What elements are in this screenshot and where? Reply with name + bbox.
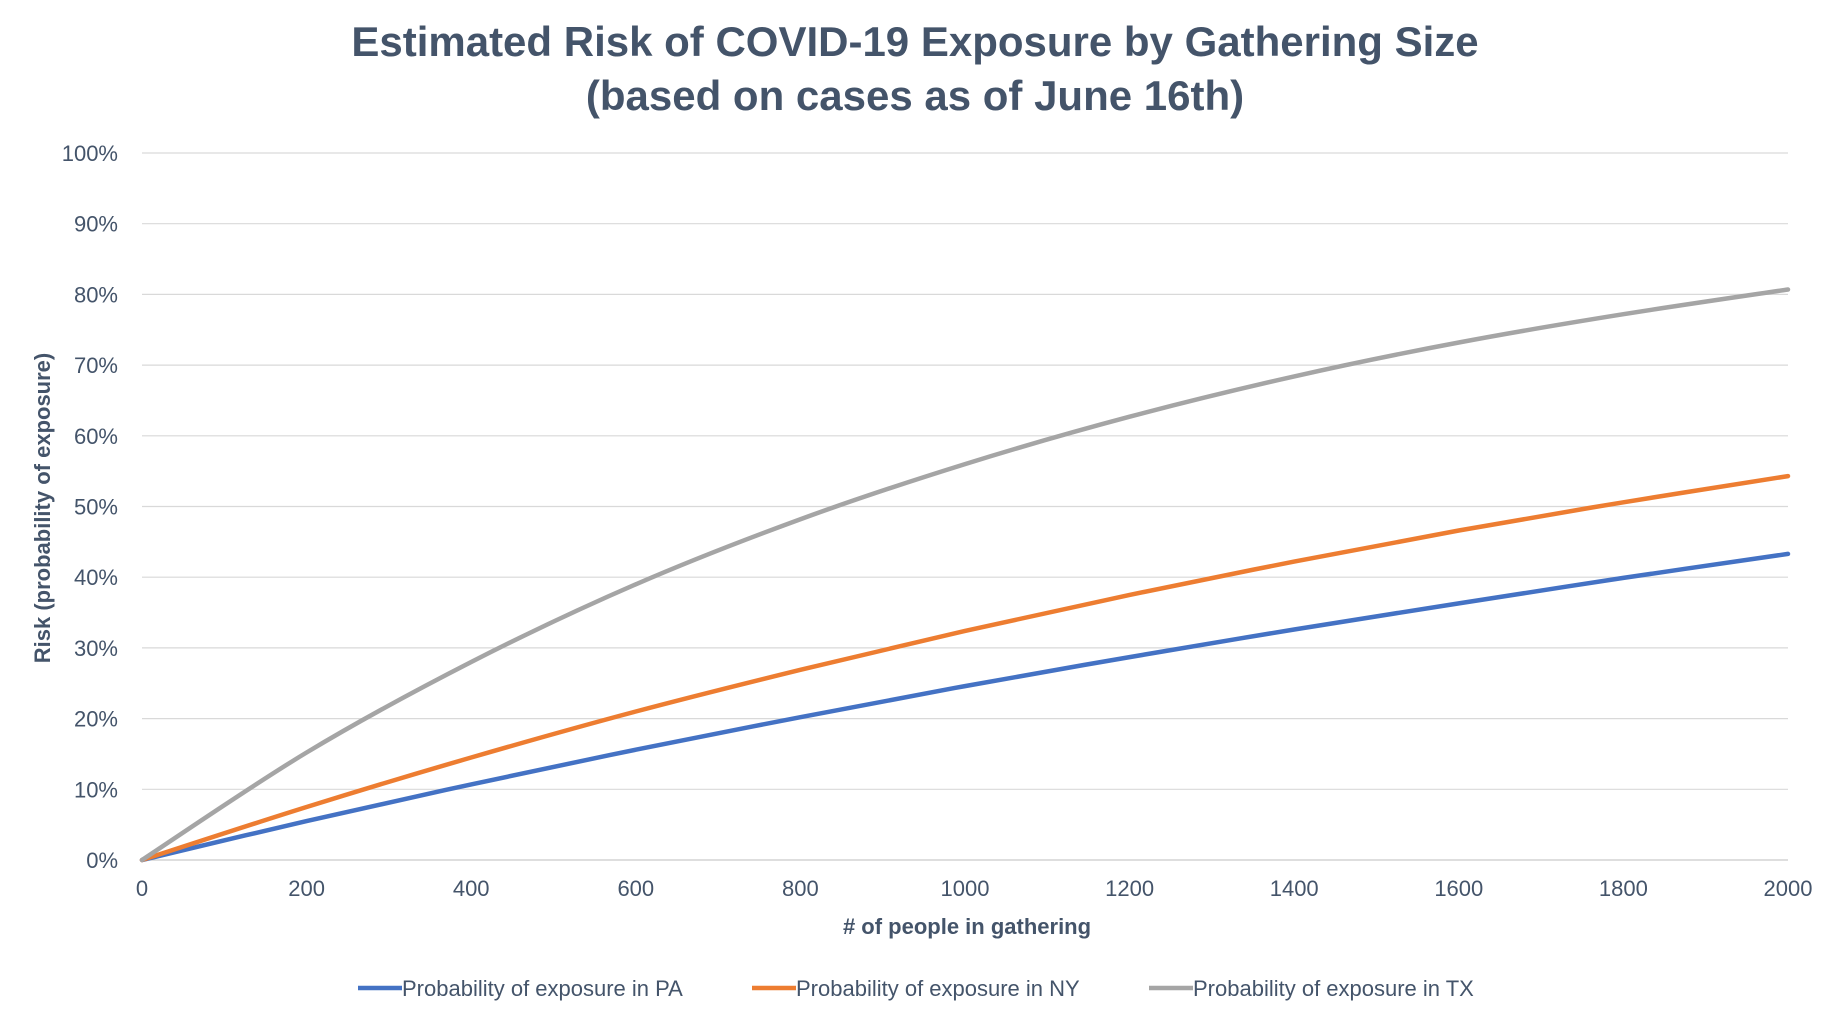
y-axis-ticks: 0% 10% 20% 30% 40% 50% 60% 70% 80% 90% 100%: [62, 141, 118, 873]
x-axis-title: # of people in gathering: [843, 914, 1091, 939]
x-tick-label: 1800: [1599, 876, 1648, 901]
y-tick-label: 100%: [62, 141, 118, 166]
y-axis-title: Risk (probability of exposure): [30, 353, 55, 664]
chart-title: Estimated Risk of COVID-19 Exposure by G…: [351, 18, 1479, 65]
y-tick-label: 0%: [86, 848, 118, 873]
series-line: [139, 551, 1791, 863]
y-tick-label: 20%: [74, 707, 118, 732]
x-tick-label: 1400: [1270, 876, 1319, 901]
x-tick-label: 0: [136, 876, 148, 901]
series-lines: [139, 287, 1791, 863]
x-tick-label: 1600: [1434, 876, 1483, 901]
x-tick-label: 2000: [1764, 876, 1813, 901]
y-tick-label: 90%: [74, 212, 118, 237]
y-tick-label: 70%: [74, 353, 118, 378]
x-tick-label: 400: [453, 876, 490, 901]
y-tick-label: 50%: [74, 495, 118, 520]
x-tick-label: 1200: [1105, 876, 1154, 901]
legend-label: Probability of exposure in NY: [796, 976, 1080, 1001]
y-tick-label: 10%: [74, 777, 118, 802]
x-tick-label: 1000: [941, 876, 990, 901]
legend-label: Probability of exposure in PA: [402, 976, 683, 1001]
chart-subtitle: (based on cases as of June 16th): [585, 72, 1245, 119]
y-tick-label: 60%: [74, 424, 118, 449]
y-tick-label: 30%: [74, 636, 118, 661]
legend-label: Probability of exposure in TX: [1193, 976, 1474, 1001]
y-tick-label: 80%: [74, 282, 118, 307]
y-tick-label: 40%: [74, 565, 118, 590]
x-tick-label: 600: [617, 876, 654, 901]
x-tick-label: 200: [288, 876, 325, 901]
legend: Probability of exposure in PA Probability…: [358, 976, 1474, 1001]
series-line: [139, 473, 1791, 863]
gridlines: [142, 152, 1788, 861]
x-tick-label: 800: [782, 876, 819, 901]
series-line: [139, 287, 1791, 863]
x-axis-ticks: 0 200 400 600 800 1000 1200 1400 1600 1800 2000: [136, 876, 1813, 901]
